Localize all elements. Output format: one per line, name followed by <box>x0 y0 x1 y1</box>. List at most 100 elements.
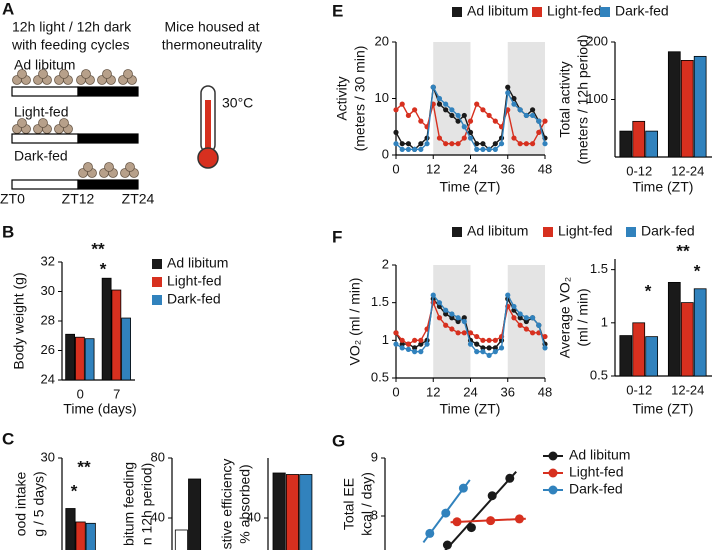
bar <box>111 289 122 381</box>
thermometer <box>197 85 219 169</box>
point <box>486 352 492 358</box>
point <box>542 118 548 124</box>
y-tick-label: 30 <box>41 283 55 298</box>
point <box>487 491 497 501</box>
bar <box>84 338 95 381</box>
point <box>474 349 480 355</box>
bar <box>299 474 313 550</box>
zt-label: ZT12 <box>62 191 95 207</box>
housing-text: Mice housed at <box>165 19 260 35</box>
x-tick-label: 12 <box>426 161 440 176</box>
y-tick-label: 28 <box>41 312 55 327</box>
point <box>523 315 529 321</box>
point <box>474 341 480 347</box>
legend-marker <box>548 451 558 461</box>
point <box>455 318 461 325</box>
x-tick-label: 12 <box>426 384 440 399</box>
y-tick-label: 100 <box>586 91 608 106</box>
x-axis-label: Time (ZT) <box>440 401 501 417</box>
legend-swatch <box>152 295 162 305</box>
legend-swatch <box>152 259 162 269</box>
point <box>430 84 436 90</box>
point <box>467 135 474 141</box>
point <box>467 118 474 124</box>
legend-swatch <box>452 227 462 237</box>
y-tick-label: 80 <box>151 449 165 464</box>
point <box>529 315 536 321</box>
point <box>449 311 455 317</box>
y-tick-label: 9 <box>371 449 378 464</box>
point <box>461 135 467 141</box>
significance: ** <box>676 241 690 260</box>
legend-marker <box>548 468 558 478</box>
point <box>511 135 517 141</box>
point <box>449 315 455 321</box>
point <box>430 292 436 298</box>
point <box>455 315 461 321</box>
legend-marker <box>548 485 558 495</box>
x-tick-label: 0-12 <box>626 382 652 397</box>
point <box>443 307 449 313</box>
y-axis-label: VO₂ (ml / min) <box>347 278 363 366</box>
significance: ** <box>77 457 91 476</box>
group-label: Dark-fed <box>14 148 68 164</box>
x-tick-label: 0 <box>77 386 84 401</box>
bar <box>693 288 707 377</box>
point <box>511 95 517 102</box>
panel-label: C <box>2 429 14 448</box>
y-tick-label: 1 <box>382 332 389 347</box>
point <box>412 337 418 343</box>
group-label: Ad libitum <box>14 57 75 73</box>
point <box>517 311 523 317</box>
point <box>393 107 399 113</box>
y-tick-label: 8 <box>371 507 378 522</box>
legend-label: Ad libitum <box>167 255 228 271</box>
legend-label: Light-fed <box>167 273 221 289</box>
y-tick-label: 0.5 <box>371 369 389 384</box>
y-axis-label: % absorbed) <box>237 464 253 543</box>
point <box>455 112 461 119</box>
point <box>418 118 424 124</box>
y-axis-label: (meters / 30 min) <box>352 46 368 152</box>
bar <box>632 322 646 377</box>
y-tick-label: 32 <box>41 253 55 268</box>
point <box>399 341 405 347</box>
legend-swatch <box>452 7 462 17</box>
bar <box>75 521 86 550</box>
point <box>529 141 536 147</box>
point <box>449 112 455 119</box>
point <box>486 345 492 351</box>
point <box>455 118 461 124</box>
y-axis-label: bitum feeding <box>121 462 137 546</box>
y-tick-label: 0 <box>382 146 389 161</box>
point <box>436 315 443 321</box>
point <box>480 349 486 355</box>
x-axis-label: Time (days) <box>63 401 136 417</box>
point <box>480 141 486 147</box>
legend-swatch <box>152 277 162 287</box>
y-axis-label: Total EE <box>341 478 357 530</box>
point <box>443 107 449 113</box>
point <box>523 141 529 147</box>
point <box>523 112 529 119</box>
x-tick-label: 0 <box>392 161 399 176</box>
panel-label: E <box>332 1 343 20</box>
point <box>474 101 480 107</box>
panel-label: A <box>2 0 14 18</box>
point <box>418 146 424 152</box>
y-tick-label: 30 <box>41 449 55 464</box>
bar <box>619 335 633 377</box>
point <box>505 292 511 298</box>
point <box>412 345 418 351</box>
point <box>529 330 536 336</box>
point <box>542 345 548 351</box>
point <box>492 141 498 147</box>
bar <box>174 529 188 550</box>
point <box>449 326 455 332</box>
point <box>399 146 405 152</box>
point <box>449 141 455 147</box>
point <box>511 303 517 310</box>
point <box>458 483 468 493</box>
